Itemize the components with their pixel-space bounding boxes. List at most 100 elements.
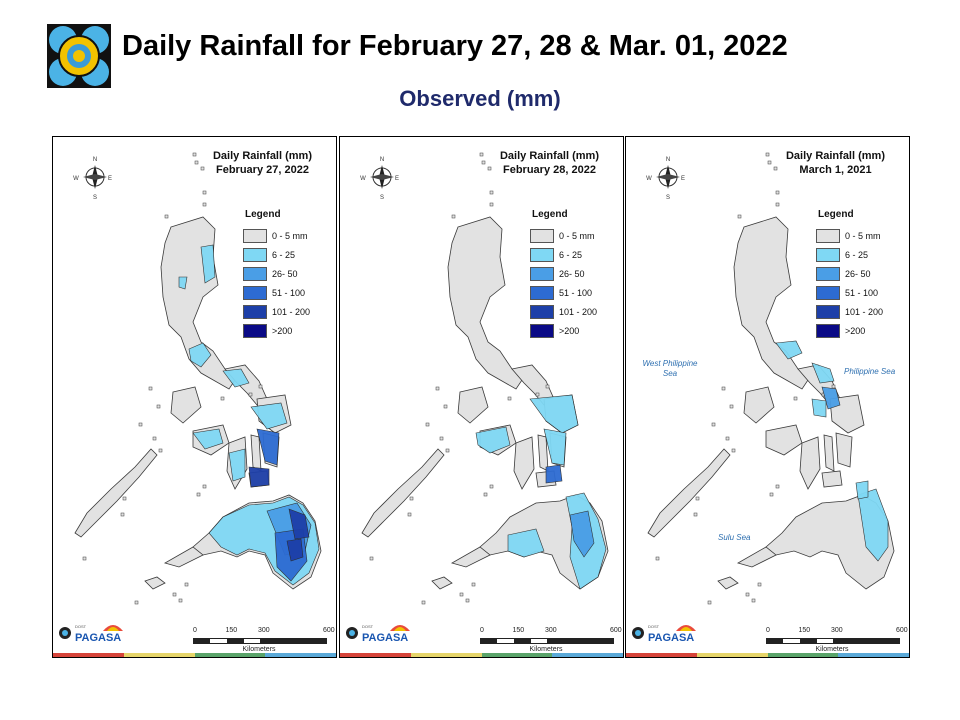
scale-bar: 0 150 300 600 Kilometers <box>766 627 908 653</box>
island-palawan <box>74 448 158 538</box>
island-negros <box>513 436 535 490</box>
islet <box>483 492 488 497</box>
scale-tick-label: 600 <box>896 627 908 634</box>
svg-text:DOST: DOST <box>75 624 87 629</box>
rainfall-region <box>256 428 280 466</box>
islet <box>451 214 456 219</box>
island-palawan <box>361 448 445 538</box>
scale-bar: 0 150 300 600 Kilometers <box>480 627 622 653</box>
legend-swatch <box>243 247 267 262</box>
sea-label-south: Sulu Sea <box>718 533 751 542</box>
rainfall-region <box>529 394 579 434</box>
stripe-segment <box>410 653 482 657</box>
rainfall-region <box>475 426 511 454</box>
scale-tick-label: 150 <box>798 627 811 634</box>
north-arrow-icon: N S E W <box>73 157 112 201</box>
islet <box>489 190 494 195</box>
island-sulu <box>431 576 453 590</box>
stripe-segment <box>696 653 768 657</box>
compass-s-label: S <box>666 195 670 201</box>
legend-swatch <box>530 285 554 300</box>
panel-title-line2: February 28, 2022 <box>503 164 596 176</box>
islet <box>545 384 550 389</box>
islet <box>158 448 163 453</box>
legend-label: >200 <box>272 325 293 336</box>
legend-swatch <box>530 266 554 281</box>
islet <box>695 496 700 501</box>
legend-swatch <box>243 304 267 319</box>
islet <box>459 592 464 597</box>
scale-tick-label: 600 <box>610 627 622 634</box>
islet <box>487 166 492 171</box>
philippines-map: N S E W <box>73 152 322 605</box>
legend-swatch <box>243 228 267 243</box>
islet <box>471 582 476 587</box>
rainfall-region <box>569 510 595 558</box>
legend-swatch <box>816 304 840 319</box>
islet <box>707 600 712 605</box>
panel-footer-stripe <box>626 653 909 657</box>
islet <box>134 600 139 605</box>
legend-item: 51 - 100 <box>816 283 883 302</box>
rainfall-region <box>543 428 567 466</box>
legend-item: 26- 50 <box>243 264 310 283</box>
island-mindoro <box>743 386 775 424</box>
legend-label: >200 <box>845 325 866 336</box>
legend-item: 101 - 200 <box>816 302 883 321</box>
panel-footer-stripe <box>340 653 623 657</box>
scale-bar-graphic <box>193 638 327 644</box>
islet <box>148 386 153 391</box>
rainfall-region <box>200 244 216 284</box>
panel-title: Daily Rainfall (mm) February 28, 2022 <box>500 149 599 177</box>
rainfall-region <box>192 428 224 450</box>
legend-swatch <box>816 266 840 281</box>
panel-footer-stripe <box>53 653 336 657</box>
legend-label: 26- 50 <box>272 268 298 279</box>
islet <box>757 582 762 587</box>
scale-bar-graphic <box>480 638 614 644</box>
stripe-segment <box>340 653 411 657</box>
pagasa-footer-logo: PAGASA DOST <box>344 621 416 649</box>
scale-tick-label: 0 <box>193 627 197 634</box>
islet <box>192 152 197 157</box>
legend-item: 0 - 5 mm <box>530 226 597 245</box>
legend-item: 26- 50 <box>530 264 597 283</box>
islet <box>767 160 772 165</box>
rainfall-region <box>178 276 188 290</box>
pagasa-seal-logo <box>47 24 111 88</box>
islet <box>439 436 444 441</box>
rainfall-region <box>286 538 304 562</box>
stripe-segment <box>194 653 266 657</box>
compass-n-label: N <box>93 157 97 163</box>
scale-unit: Kilometers <box>242 646 276 653</box>
rainfall-region <box>545 464 563 484</box>
islet <box>731 448 736 453</box>
panel-title-line2: February 27, 2022 <box>216 164 309 176</box>
islet <box>655 556 660 561</box>
legend-title: Legend <box>532 209 568 220</box>
island-leyte <box>835 432 853 468</box>
islet <box>737 214 742 219</box>
island-sulu <box>717 576 739 590</box>
islet <box>156 404 161 409</box>
page-title: Daily Rainfall for February 27, 28 & Mar… <box>122 30 788 62</box>
compass-e-label: E <box>395 176 399 182</box>
legend-label: 51 - 100 <box>559 287 593 298</box>
rainfall-region <box>811 398 827 418</box>
legend-item: 101 - 200 <box>243 302 310 321</box>
map-panel-2: N S E W Daily Rainfall (mm) February 28, 2022… <box>339 136 624 658</box>
islet <box>775 202 780 207</box>
islet <box>172 592 177 597</box>
islet <box>407 512 412 517</box>
stripe-segment <box>767 653 839 657</box>
islet <box>248 392 253 397</box>
island-cebu <box>250 434 262 472</box>
island-panay <box>765 424 803 456</box>
islet <box>775 484 780 489</box>
legend-label: 51 - 100 <box>272 287 306 298</box>
islet <box>711 422 716 427</box>
islet <box>435 386 440 391</box>
rainfall-region <box>857 488 889 562</box>
rainfall-region <box>855 480 869 500</box>
islet <box>220 396 225 401</box>
